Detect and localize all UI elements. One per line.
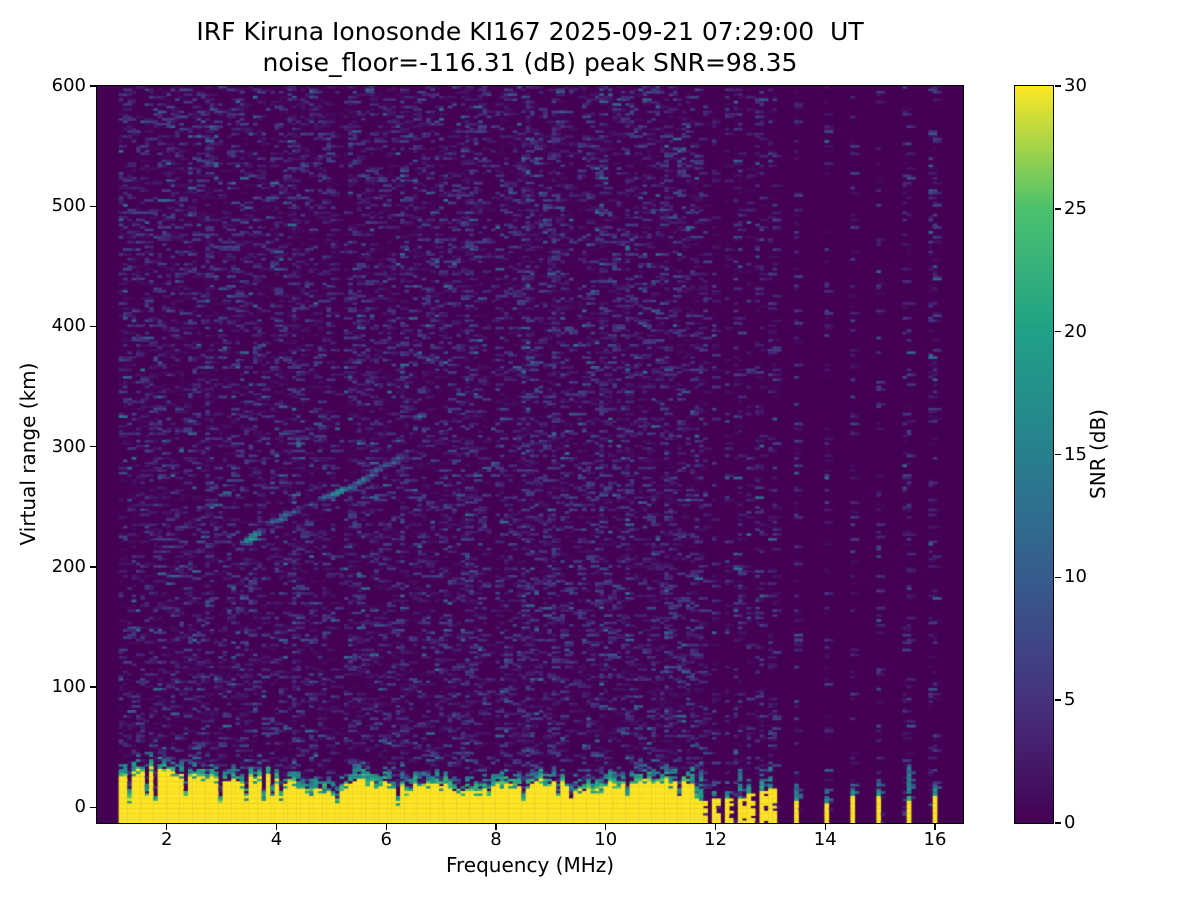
chart-title: IRF Kiruna Ionosonde KI167 2025-09-21 07… (97, 16, 963, 78)
x-tick-label: 2 (160, 829, 173, 850)
chart-title-line-1: IRF Kiruna Ionosonde KI167 2025-09-21 07… (196, 17, 864, 46)
ionogram-heatmap (97, 86, 963, 823)
colorbar-tick-label: 5 (1064, 689, 1076, 711)
colorbar-label: SNR (dB) (1086, 409, 1110, 499)
y-tick-mark (90, 806, 96, 809)
y-tick-mark (90, 205, 96, 207)
x-tick-label: 16 (923, 829, 947, 850)
colorbar-tick-mark (1055, 330, 1061, 333)
x-tick-label: 8 (490, 829, 502, 850)
colorbar-tick-mark (1055, 453, 1061, 456)
x-tick-label: 12 (704, 829, 727, 850)
colorbar-tick-mark (1055, 699, 1061, 701)
x-tick-mark (385, 824, 387, 830)
x-tick-mark (934, 824, 936, 830)
y-tick-label: 600 (51, 75, 86, 96)
x-tick-mark (714, 824, 717, 830)
y-tick-mark (90, 686, 96, 688)
colorbar-tick-label: 20 (1064, 320, 1087, 342)
x-tick-mark (824, 824, 826, 830)
colorbar-tick-label: 0 (1064, 812, 1076, 833)
y-tick-mark (90, 325, 96, 328)
x-tick-mark (605, 824, 607, 830)
colorbar-tick-mark (1055, 576, 1061, 579)
colorbar-tick-label: 25 (1064, 197, 1087, 219)
x-axis-label: Frequency (MHz) (445, 853, 615, 877)
y-tick-label: 100 (51, 676, 86, 698)
x-tick-label: 6 (380, 829, 392, 850)
x-tick-mark (495, 824, 497, 830)
plot-area (96, 85, 964, 824)
colorbar-tick-label: 10 (1064, 566, 1087, 588)
x-tick-label: 4 (270, 829, 283, 850)
y-tick-mark (90, 566, 96, 568)
colorbar-tick-mark (1055, 822, 1061, 824)
y-tick-mark (90, 85, 96, 87)
colorbar-tick-mark (1055, 208, 1061, 210)
colorbar (1014, 85, 1054, 824)
x-tick-mark (165, 824, 168, 830)
y-tick-label: 200 (51, 555, 86, 577)
y-tick-label: 500 (51, 195, 86, 217)
y-tick-label: 0 (74, 796, 86, 818)
y-tick-label: 400 (51, 315, 86, 337)
colorbar-gradient (1015, 86, 1053, 823)
y-tick-label: 300 (51, 435, 86, 457)
x-tick-label: 10 (594, 829, 618, 850)
y-tick-mark (90, 445, 96, 448)
x-tick-mark (275, 824, 278, 830)
colorbar-tick-label: 15 (1064, 443, 1087, 465)
colorbar-tick-mark (1055, 85, 1061, 87)
colorbar-tick-label: 30 (1064, 75, 1087, 96)
chart-title-line-2: noise_floor=-116.31 (dB) peak SNR=98.35 (262, 48, 798, 77)
x-tick-label: 14 (813, 829, 837, 850)
y-axis-label: Virtual range (km) (16, 362, 40, 546)
